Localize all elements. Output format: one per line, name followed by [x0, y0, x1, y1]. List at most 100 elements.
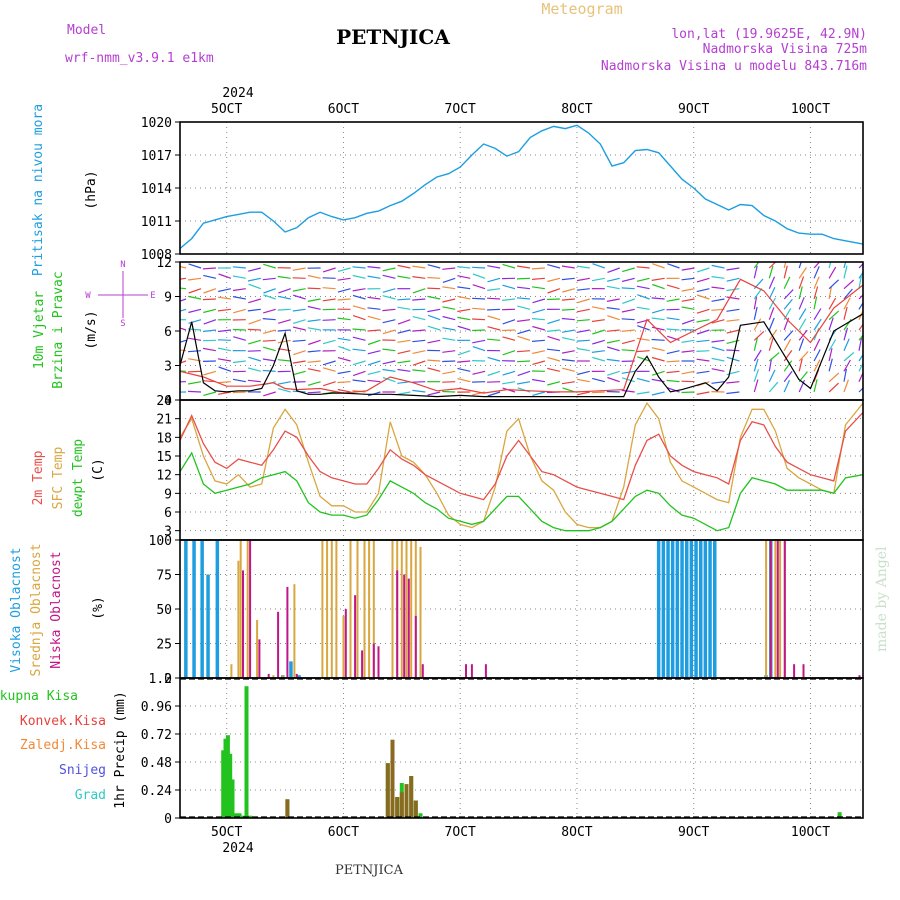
- cloud-bar-1: [342, 615, 345, 678]
- wind-arrow: [502, 284, 516, 290]
- wind-arrow: [427, 276, 441, 279]
- wind-arrow: [783, 262, 787, 269]
- wind-arrow: [277, 339, 291, 344]
- wind-arrow: [322, 277, 336, 279]
- wind-arrow: [607, 315, 620, 321]
- wind-arrow: [277, 275, 291, 279]
- cloud-unit: (%): [91, 596, 106, 619]
- wind-arrow: [262, 277, 276, 281]
- wind-arrow: [531, 267, 545, 270]
- wind-arrow: [382, 360, 396, 365]
- model-name: wrf-nmm_v3.9.1 e1km: [65, 51, 214, 66]
- wind-arrow: [636, 306, 650, 310]
- wind-arrow: [547, 367, 561, 372]
- cloud-bar-1: [356, 540, 359, 678]
- wind-arrow: [532, 308, 546, 314]
- wind-arrow: [457, 308, 471, 313]
- pressure-unit: (hPa): [84, 170, 99, 209]
- wind-arrow: [457, 295, 471, 300]
- wind-arrow: [561, 317, 575, 321]
- wind-arrow: [307, 350, 321, 353]
- wind-arrow: [592, 339, 605, 345]
- wind-arrow: [666, 284, 680, 290]
- cloud-bar-2: [470, 664, 473, 678]
- wind-arrow: [858, 275, 862, 289]
- ytick-label-2-6: 21: [156, 413, 172, 428]
- wind-arrow: [606, 277, 620, 282]
- wind-arrow: [203, 274, 217, 279]
- precip-bar-1: [390, 739, 395, 818]
- wind-arrow: [218, 273, 232, 279]
- wind-arrow: [202, 329, 216, 333]
- wind-arrow: [798, 262, 802, 269]
- wind-arrow: [472, 284, 486, 290]
- cloud-bar-1: [414, 540, 417, 678]
- ytick-label-3-0: 0: [164, 672, 172, 687]
- wind-arrow: [293, 350, 306, 356]
- wind-arrow: [202, 347, 217, 352]
- cloud-bar-2: [484, 664, 487, 678]
- compass-west: W: [85, 291, 91, 301]
- wind-arrow: [843, 379, 849, 393]
- wind-arrow: [576, 391, 590, 396]
- wind-arrow: [352, 288, 366, 292]
- wind-arrow: [188, 288, 202, 294]
- wind-arrow: [412, 369, 426, 372]
- wind-arrow: [412, 316, 426, 321]
- wind-arrow: [651, 356, 665, 362]
- wind-arrow: [322, 339, 336, 345]
- cloud-bar-2: [267, 673, 270, 678]
- wind-arrow: [828, 297, 837, 310]
- wind-arrow: [487, 370, 501, 377]
- wind-arrow: [367, 315, 381, 321]
- cloud-bar-1: [410, 540, 413, 678]
- wind-arrow: [843, 359, 851, 372]
- wind-arrow: [843, 352, 855, 362]
- wind-arrow: [696, 358, 710, 362]
- wind-direction-arrows: [180, 262, 863, 397]
- wind-arrow: [472, 370, 486, 375]
- ytick-label-2-1: 6: [164, 506, 172, 521]
- wind-arrow: [843, 327, 849, 341]
- wind-arrow: [828, 286, 833, 300]
- wind-arrow: [547, 319, 561, 325]
- wind-arrow: [561, 350, 575, 354]
- wind-arrow: [828, 348, 833, 362]
- wind-arrow: [813, 349, 821, 362]
- cloud-bar-2: [793, 664, 796, 678]
- wind-arrow: [248, 298, 261, 304]
- wind-arrow: [322, 287, 336, 290]
- wind-arrow: [858, 294, 863, 300]
- wind-arrow: [561, 308, 575, 311]
- wind-arrow: [783, 330, 794, 341]
- wind-arrow: [592, 263, 605, 269]
- cloud-bar-2: [361, 650, 364, 678]
- wind-arrow: [606, 390, 620, 393]
- wind-arrow: [813, 379, 818, 393]
- wind-arrow: [726, 288, 740, 292]
- ytick-label-2-5: 18: [156, 431, 172, 446]
- wind-arrow: [681, 306, 695, 310]
- wind-arrow: [547, 264, 561, 269]
- wind-arrow: [382, 274, 396, 279]
- wind-arrow: [711, 319, 725, 324]
- temp-label-sfc: SFC Temp: [51, 447, 66, 510]
- wind-arrow: [180, 265, 187, 269]
- wind-arrow: [636, 285, 650, 290]
- ytick-label-2-7: 24: [156, 394, 172, 409]
- wind-arrow: [217, 339, 231, 341]
- wind-arrow: [828, 372, 840, 383]
- wind-arrow: [726, 267, 740, 271]
- wind-arrow: [768, 358, 773, 372]
- wind-arrow: [187, 370, 202, 373]
- wind-arrow: [472, 339, 486, 344]
- wind-arrow: [188, 295, 202, 300]
- wind-arrow: [472, 266, 486, 269]
- wind-arrow: [516, 350, 531, 353]
- wind-arrow: [768, 276, 776, 289]
- wind-arrow: [726, 391, 740, 395]
- wind-arrow: [783, 370, 793, 383]
- wind-arrow: [783, 339, 792, 351]
- wind-arrow: [681, 267, 695, 271]
- wind-arrow: [457, 350, 471, 356]
